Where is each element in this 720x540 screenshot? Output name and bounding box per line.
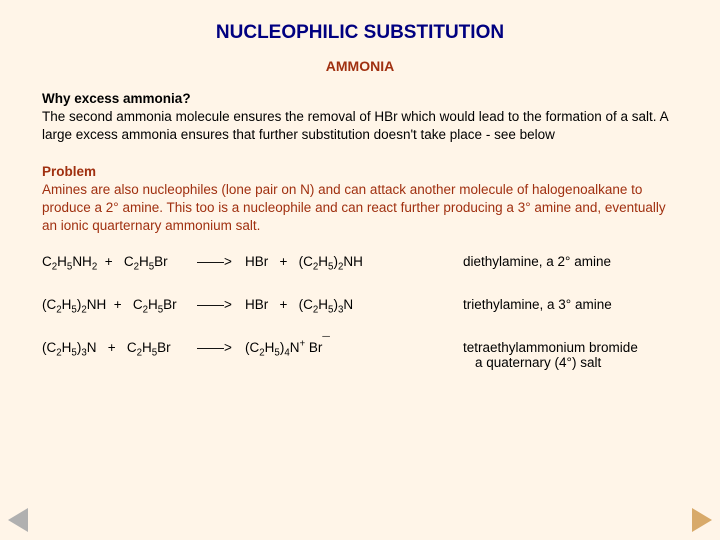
why-body: The second ammonia molecule ensures the … [42,109,668,142]
equation-3: (C2H5)3N + C2H5Br ——> (C2H5)4N+ Br¯ tetr… [42,340,678,370]
page-title: NUCLEOPHILIC SUBSTITUTION [42,22,678,44]
why-heading: Why excess ammonia? [42,91,191,106]
problem-body: Amines are also nucleophiles (lone pair … [42,182,666,233]
equation-1: C2H5NH2 + C2H5Br ——> HBr + (C2H5)2NH die… [42,254,678,269]
equation-2: (C2H5)2NH + C2H5Br ——> HBr + (C2H5)3N tr… [42,297,678,312]
problem-block: Problem Amines are also nucleophiles (lo… [42,163,678,236]
why-block: Why excess ammonia? The second ammonia m… [42,90,678,145]
arrow-icon: ——> [197,297,245,312]
page-subtitle: AMMONIA [42,58,678,74]
eq2-rhs: HBr + (C2H5)3N [245,297,463,312]
eq3-note-line2: a quaternary (4°) salt [463,355,678,370]
arrow-icon: ——> [197,340,245,355]
eq2-note: triethylamine, a 3° amine [463,297,678,312]
eq1-rhs: HBr + (C2H5)2NH [245,254,463,269]
eq1-lhs: C2H5NH2 + C2H5Br [42,254,197,269]
equations: C2H5NH2 + C2H5Br ——> HBr + (C2H5)2NH die… [42,254,678,370]
problem-heading: Problem [42,164,96,179]
eq1-note: diethylamine, a 2° amine [463,254,678,269]
next-slide-button[interactable] [692,508,712,532]
arrow-icon: ——> [197,254,245,269]
eq2-lhs: (C2H5)2NH + C2H5Br [42,297,197,312]
eq3-lhs: (C2H5)3N + C2H5Br [42,340,197,355]
eq3-rhs: (C2H5)4N+ Br¯ [245,340,463,355]
eq3-note: tetraethylammonium bromide a quaternary … [463,340,678,370]
prev-slide-button[interactable] [8,508,28,532]
eq3-note-line1: tetraethylammonium bromide [463,340,638,355]
slide: NUCLEOPHILIC SUBSTITUTION AMMONIA Why ex… [0,0,720,370]
